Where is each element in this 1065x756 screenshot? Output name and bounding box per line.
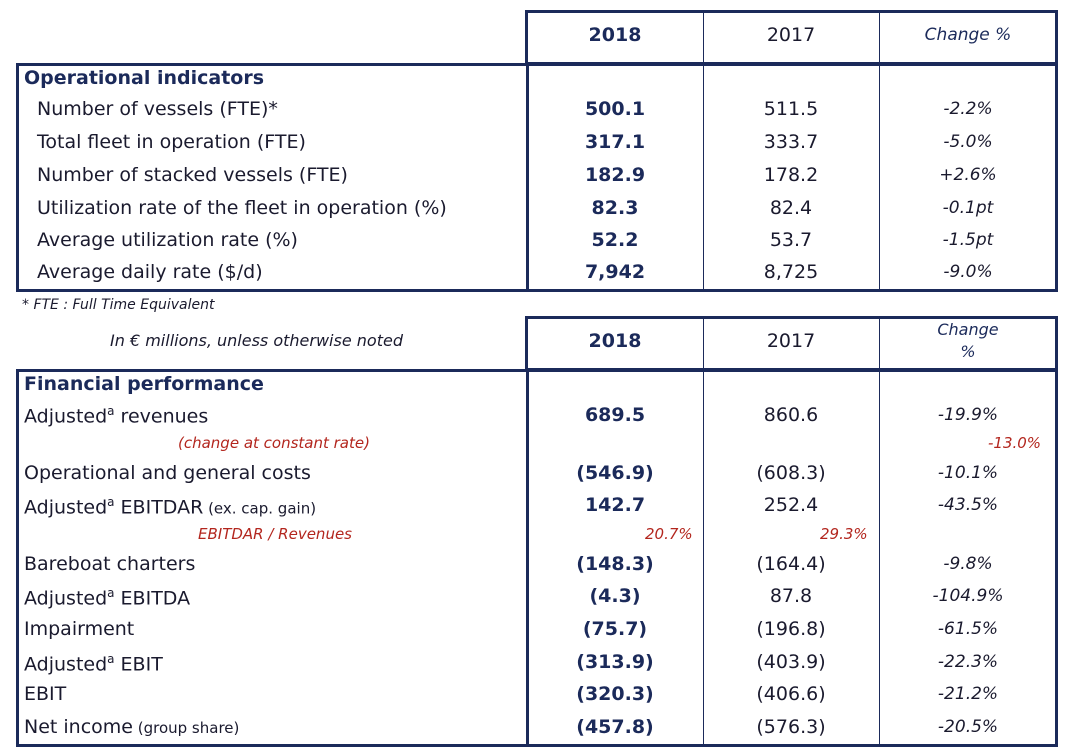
op-row-change: -9.0% [943, 262, 993, 282]
ebitdar-ratio-2017: 29.3% [820, 525, 868, 543]
op-row-2018: 82.3 [591, 197, 639, 219]
op-row-2017: 511.5 [763, 98, 819, 120]
financial-divider-b [703, 369, 704, 747]
header2-change-line2: % [960, 342, 976, 361]
impairment-change: -61.5% [937, 619, 999, 639]
financial-title: Financial performance [24, 373, 264, 395]
bareboat-change: -9.8% [943, 554, 993, 574]
adj-ebit-label: Adjusteda EBIT [24, 652, 163, 676]
ebitdar-change: -43.5% [937, 495, 999, 515]
op-row-2017: 178.2 [763, 164, 819, 186]
impairment-label: Impairment [24, 618, 135, 640]
revenues-label: Adjusteda revenues [24, 404, 209, 428]
opcosts-change: -10.1% [937, 463, 999, 483]
op-row-2018: 500.1 [584, 98, 646, 120]
op-row-2018: 52.2 [591, 229, 639, 251]
ebitdar-ratio-label: EBITDAR / Revenues [198, 525, 352, 543]
revenues-2017: 860.6 [763, 404, 819, 426]
bareboat-2018: (148.3) [576, 553, 654, 575]
units-note: In € millions, unless otherwise noted [110, 331, 403, 350]
adj-ebit-change: -22.3% [937, 652, 999, 672]
operational-box [16, 63, 1058, 292]
financial-box [16, 369, 1058, 747]
op-row-label: Utilization rate of the fleet in operati… [37, 197, 447, 219]
ebit-change: -21.2% [937, 684, 999, 704]
op-row-change: -2.2% [943, 99, 993, 119]
operational-divider-b [703, 63, 704, 292]
fte-footnote: * FTE : Full Time Equivalent [22, 297, 215, 313]
impairment-2017: (196.8) [756, 618, 826, 640]
op-row-2017: 82.4 [769, 197, 813, 219]
ebitda-label: Adjusteda EBITDA [24, 586, 191, 610]
op-row-2017: 8,725 [763, 261, 819, 283]
header1-change: Change % [924, 25, 1012, 45]
op-row-change: -0.1pt [942, 198, 994, 218]
header1-divider-1 [703, 10, 704, 65]
header1-divider-2 [879, 10, 880, 65]
header1-2018: 2018 [588, 24, 642, 46]
constant-rate-change: -13.0% [988, 434, 1042, 452]
opcosts-label: Operational and general costs [24, 462, 311, 484]
header2-divider-1 [703, 316, 704, 371]
ebitdar-2017: 252.4 [763, 494, 819, 516]
op-row-label: Number of stacked vessels (FTE) [37, 164, 348, 186]
operational-title: Operational indicators [24, 67, 265, 89]
financial-divider-a [526, 369, 529, 747]
op-row-2017: 53.7 [769, 229, 813, 251]
opcosts-2018: (546.9) [576, 462, 654, 484]
header2-divider-2 [879, 316, 880, 371]
adj-ebit-2017: (403.9) [756, 651, 826, 673]
ebitda-2018: (4.3) [589, 585, 641, 607]
operational-divider-c [879, 63, 880, 292]
revenues-change: -19.9% [937, 405, 999, 425]
net-income-label: Net income (group share) [24, 716, 240, 738]
revenues-2018: 689.5 [584, 404, 646, 426]
op-row-2018: 182.9 [584, 164, 646, 186]
op-row-label: Total fleet in operation (FTE) [37, 131, 306, 153]
net-income-2018: (457.8) [576, 716, 654, 738]
op-row-2018: 7,942 [584, 261, 646, 283]
impairment-2018: (75.7) [582, 618, 648, 640]
ebit-2017: (406.6) [756, 683, 826, 705]
header2-change-line1: Change [937, 320, 999, 339]
op-row-label: Average utilization rate (%) [37, 229, 298, 251]
op-row-2017: 333.7 [763, 131, 819, 153]
bareboat-label: Bareboat charters [24, 553, 196, 575]
opcosts-2017: (608.3) [756, 462, 826, 484]
ebitdar-2018: 142.7 [584, 494, 646, 516]
op-row-2018: 317.1 [584, 131, 646, 153]
op-row-label: Average daily rate ($/d) [37, 261, 263, 283]
header1-2017: 2017 [766, 24, 816, 46]
ebitda-change: -104.9% [932, 586, 1004, 606]
ebitdar-ratio-2018: 20.7% [645, 525, 693, 543]
bareboat-2017: (164.4) [756, 553, 826, 575]
op-row-change: -1.5pt [942, 230, 994, 250]
ebitdar-label: Adjusteda EBITDAR (ex. cap. gain) [24, 495, 317, 519]
net-income-2017: (576.3) [756, 716, 826, 738]
op-row-change: -5.0% [943, 132, 993, 152]
op-row-change: +2.6% [939, 165, 997, 185]
constant-rate-label: (change at constant rate) [178, 434, 370, 452]
financial-divider-c [879, 369, 880, 747]
operational-divider-a [526, 63, 529, 292]
op-row-label: Number of vessels (FTE)* [37, 98, 278, 120]
net-income-change: -20.5% [937, 717, 999, 737]
ebit-label: EBIT [24, 683, 67, 705]
header2-2018: 2018 [588, 330, 642, 352]
ebit-2018: (320.3) [576, 683, 654, 705]
header2-2017: 2017 [766, 330, 816, 352]
adj-ebit-2018: (313.9) [576, 651, 654, 673]
ebitda-2017: 87.8 [769, 585, 813, 607]
